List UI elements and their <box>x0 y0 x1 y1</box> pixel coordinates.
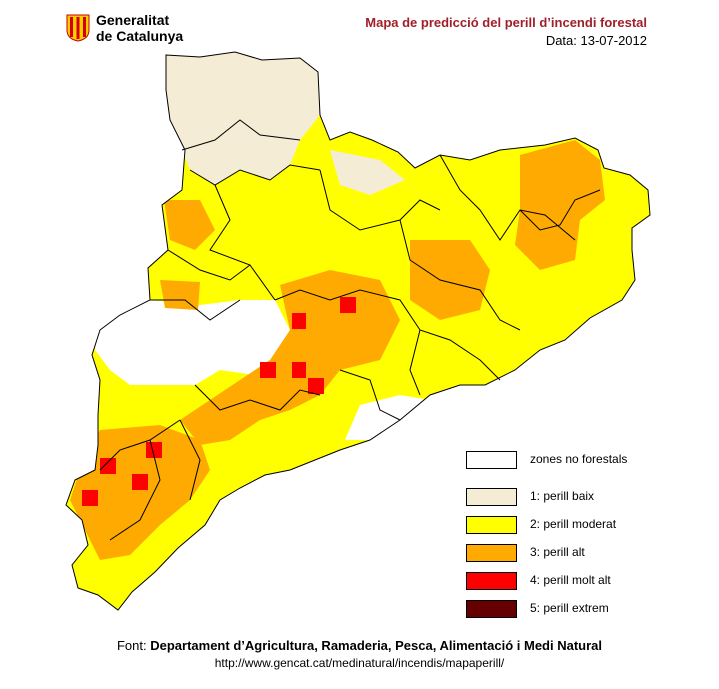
legend-label: 5: perill extrem <box>530 601 609 615</box>
legend-swatch <box>466 451 517 469</box>
org-line-1: Generalitat <box>96 12 170 28</box>
map-date: Data: 13-07-2012 <box>545 33 647 48</box>
very-high-risk-cell <box>100 458 116 474</box>
very-high-risk-cell <box>82 490 98 506</box>
very-high-risk-cell <box>260 362 276 378</box>
low-risk-zone-cerdanya <box>330 150 405 195</box>
organization-name: Generalitat de Catalunya <box>96 12 183 44</box>
legend-swatch <box>466 544 517 562</box>
low-risk-zone-pyrenees <box>166 52 320 185</box>
very-high-risk-cell <box>132 474 148 490</box>
legend-swatch <box>466 516 517 534</box>
comarca-borders <box>99 119 601 541</box>
very-high-risk-cell <box>292 362 306 378</box>
high-risk-zone-west <box>160 280 200 310</box>
legend-swatch <box>466 572 517 590</box>
high-risk-zone-central <box>180 270 400 445</box>
very-high-risk-cell <box>146 442 162 458</box>
very-high-risk-cell <box>308 378 324 394</box>
non-forest-zone-lleida <box>95 300 290 385</box>
high-risk-zone-girona <box>515 140 605 270</box>
generalitat-logo <box>66 14 90 42</box>
legend-label: 3: perill alt <box>530 545 585 559</box>
high-risk-zone-osona <box>410 240 490 320</box>
high-risk-zone-north <box>164 200 215 250</box>
legend-swatch <box>466 488 517 506</box>
source-credit: Font: Departament d’Agricultura, Ramader… <box>0 638 719 653</box>
legend-swatch <box>466 600 517 618</box>
legend-label: 1: perill baix <box>530 489 595 503</box>
non-forest-zone-coast <box>345 395 430 440</box>
map-title: Mapa de predicció del perill d’incendi f… <box>365 15 647 30</box>
legend-label: zones no forestals <box>530 452 628 466</box>
catalonia-border <box>65 51 651 611</box>
legend-label: 2: perill moderat <box>530 517 617 531</box>
very-high-risk-cell <box>292 313 306 329</box>
source-url[interactable]: http://www.gencat.cat/medinatural/incend… <box>214 656 505 670</box>
very-high-risk-cell <box>340 297 356 313</box>
source-prefix: Font: <box>116 638 147 653</box>
source-name: Departament d’Agricultura, Ramaderia, Pe… <box>150 638 602 653</box>
org-line-2: de Catalunya <box>96 28 184 44</box>
legend-label: 4: perill molt alt <box>530 573 611 587</box>
